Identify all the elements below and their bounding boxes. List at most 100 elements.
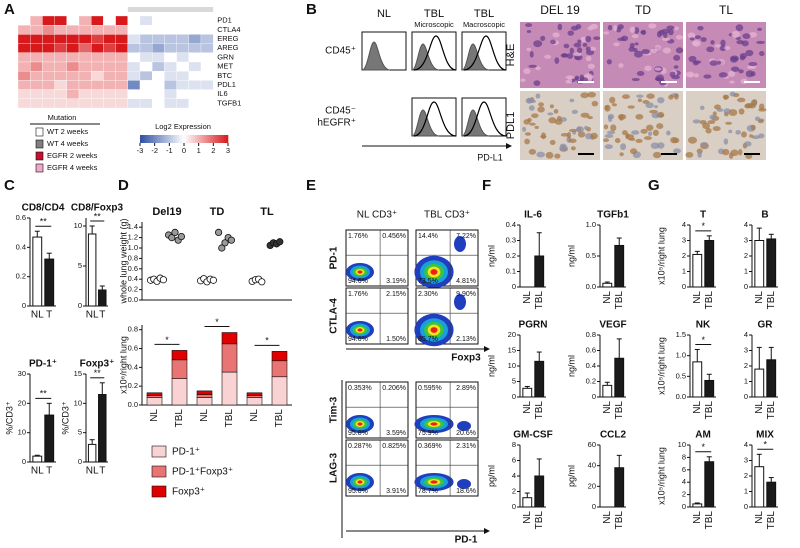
legend-swatch: [35, 151, 44, 161]
heatmap-cell: [176, 34, 189, 44]
cell-nucleus: [567, 30, 574, 36]
y-axis-label: %/CD3⁺: [60, 401, 70, 435]
cell-nucleus: [751, 135, 761, 140]
heatmap-cell: [176, 80, 189, 90]
heatmap-cell: [164, 43, 177, 53]
colorbar-step: [195, 135, 198, 143]
quadrant-label: 20.6%: [456, 430, 476, 437]
colorbar-title: Log2 Expression: [155, 122, 211, 131]
y-tick-label: 0.8: [128, 325, 138, 334]
cell-nucleus: [575, 126, 585, 133]
cell-nucleus: [735, 130, 741, 135]
y-tick-label: 1.4: [128, 222, 138, 231]
cell-nucleus: [657, 142, 665, 149]
colorbar-step: [217, 135, 220, 143]
x-tick-label: TBL: [534, 291, 545, 310]
histogram-stain: [463, 101, 507, 137]
cell-nucleus: [750, 71, 756, 77]
x-tick-label: NL: [602, 401, 613, 414]
heatmap-cell: [30, 89, 43, 99]
x-tick-label: NL: [522, 291, 533, 304]
heatmap-cell: [103, 61, 116, 72]
cell-nucleus: [634, 42, 639, 46]
cell-nucleus: [720, 39, 726, 47]
cell-nucleus: [675, 34, 684, 40]
cell-nucleus: [692, 119, 701, 124]
cell-nucleus: [613, 24, 618, 32]
cell-nucleus: [606, 59, 612, 65]
colorbar-step: [146, 135, 150, 143]
cell-nucleus: [629, 148, 638, 155]
heatmap-cell: [42, 61, 55, 72]
heatmap-cell: [66, 89, 80, 99]
cell-nucleus: [750, 124, 756, 131]
heatmap-cell: [103, 34, 116, 44]
cell-nucleus: [705, 127, 712, 134]
cell-nucleus: [554, 153, 561, 159]
heatmap-cell: [91, 25, 104, 35]
y-tick-label: 3: [744, 455, 748, 464]
group-label: TD: [210, 206, 225, 218]
cell-nucleus: [570, 146, 576, 151]
cell-nucleus: [613, 42, 620, 47]
chart-title: Foxp3⁺: [80, 359, 115, 370]
heatmap-cell: [30, 52, 43, 63]
heatmap-cell: [30, 25, 43, 35]
cell-nucleus: [644, 65, 652, 72]
cell-nucleus: [580, 36, 587, 43]
heatmap-cell: [78, 71, 92, 81]
cell-nucleus: [520, 78, 526, 83]
density-blob: [430, 480, 438, 484]
cell-nucleus: [710, 40, 715, 45]
heatmap-cell: [115, 34, 128, 44]
heatmap-cell: [78, 34, 92, 44]
cell-nucleus: [603, 31, 610, 35]
x-tick-label: T: [99, 310, 105, 321]
y-tick-label: 0.8: [128, 253, 138, 262]
plot-frame: [415, 229, 479, 287]
heatmap-cell: [30, 43, 43, 53]
cell-nucleus: [627, 105, 635, 109]
heatmap-cell: [139, 15, 153, 26]
bar: [704, 240, 715, 288]
gene-label: EREG: [217, 34, 238, 43]
cell-nucleus: [673, 65, 679, 69]
heatmap-cell: [17, 89, 31, 99]
heatmap-cell: [91, 43, 104, 53]
panel-label: B: [306, 1, 317, 18]
cell-nucleus: [621, 35, 629, 42]
quadrant-label: 94.6%: [348, 278, 368, 285]
column-annotation: [127, 7, 214, 12]
quadrant-label: 2.13%: [456, 336, 476, 343]
colorbar-step: [148, 135, 152, 143]
heatmap-cell: [152, 89, 165, 99]
x-tick-label: NL: [754, 511, 765, 524]
cell-nucleus: [550, 39, 556, 45]
heatmap-cell: [115, 43, 128, 53]
cell-nucleus: [741, 131, 747, 138]
cell-nucleus: [580, 112, 590, 118]
heatmap-cell: [200, 34, 214, 44]
gene-label: GRN: [217, 52, 234, 61]
cell-nucleus: [569, 98, 575, 103]
y-axis-label: pg/ml: [566, 465, 576, 487]
cell-nucleus: [560, 53, 569, 58]
bar: [614, 244, 625, 288]
sig-label: *: [702, 442, 706, 452]
heatmap-cell: [17, 15, 31, 26]
cell-nucleus: [749, 134, 754, 138]
data-point: [209, 276, 217, 284]
histogram-stain: [463, 35, 507, 71]
cell-nucleus: [606, 130, 616, 135]
quadrant-label: 1.76%: [348, 233, 368, 240]
cell-nucleus: [723, 95, 728, 100]
cell-nucleus: [533, 80, 541, 86]
row-label: hEGFR⁺: [317, 118, 356, 129]
y-axis-label: x10⁶/right lung: [118, 336, 128, 394]
colorbar-tick-label: 3: [226, 146, 230, 155]
heatmap-cell: [17, 71, 31, 81]
quadrant-label: 94.6%: [348, 336, 368, 343]
y-tick-label: 0: [592, 392, 596, 401]
histogram-isotype: [461, 109, 490, 137]
